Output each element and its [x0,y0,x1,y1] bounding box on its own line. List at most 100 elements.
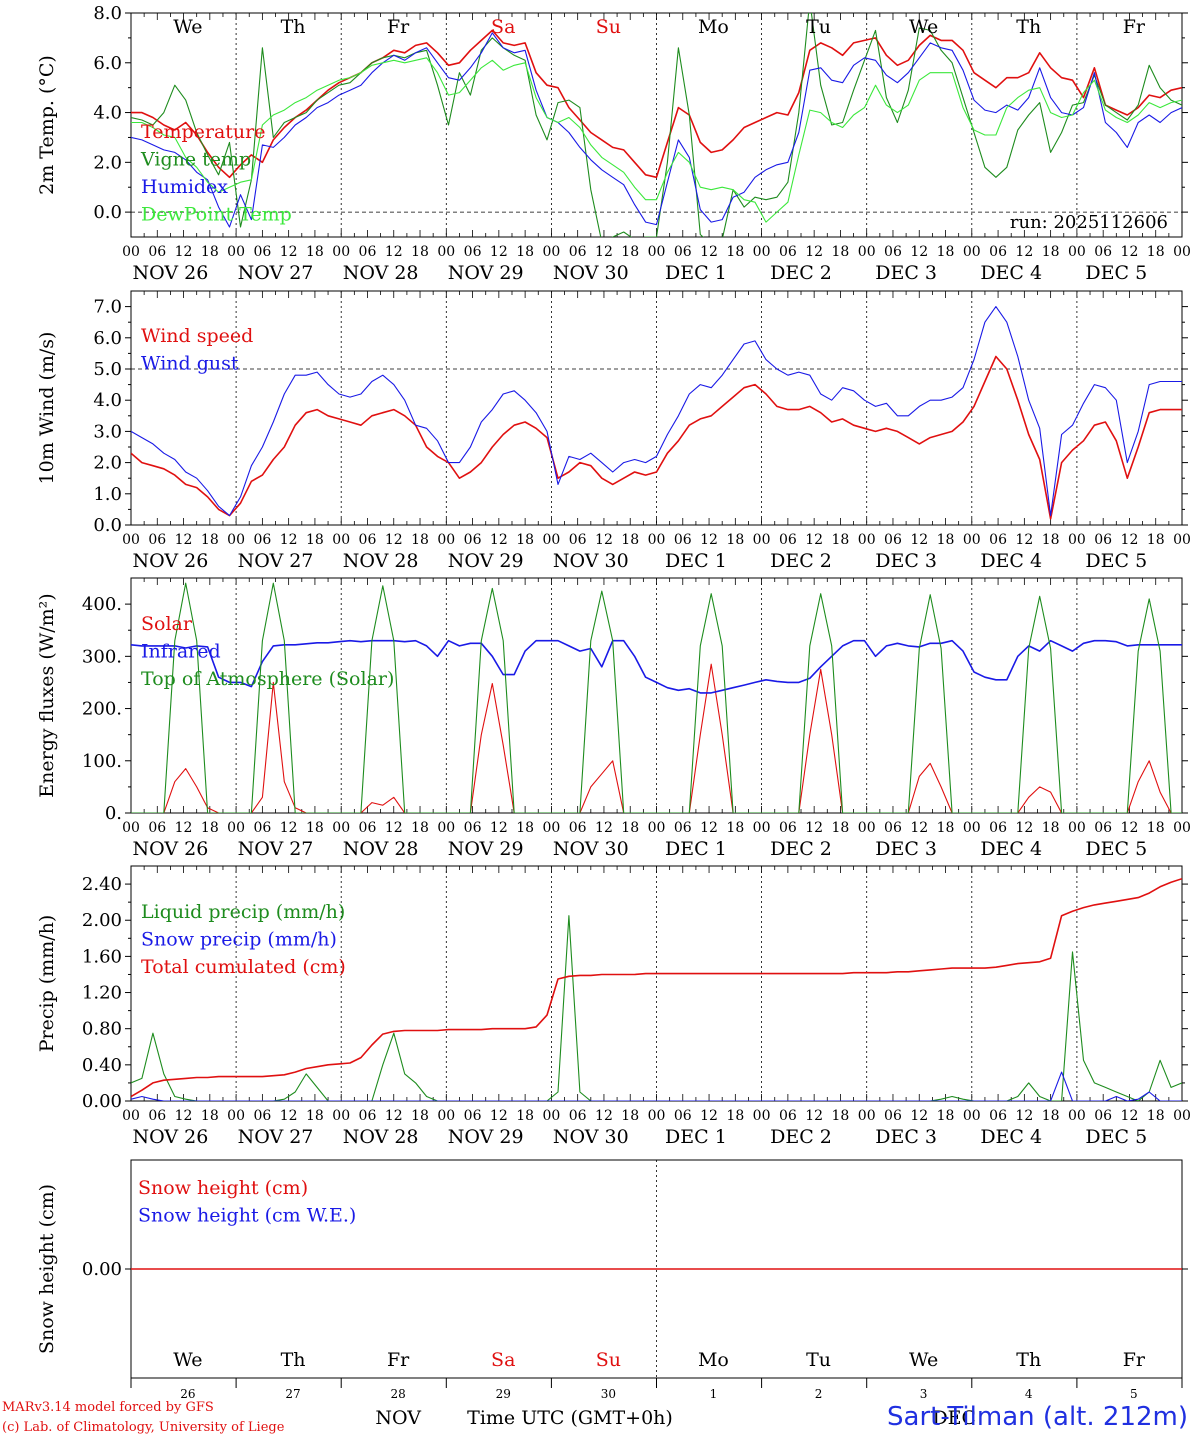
hour-tick-label: 06 [779,532,797,548]
hour-tick-label: 12 [385,244,403,260]
y-tick-label: 2.0 [93,152,122,173]
panel-2: 7.0 6.0 5.0 4.0 3.0 2.0 1.0 0.0 10m Wind (m/s) Wi… [36,290,1191,572]
hour-tick-label: 00 [963,1108,981,1124]
hour-tick-label: 18 [621,820,639,836]
y-tick-label: 1.0 [93,484,122,505]
hour-tick-label: 06 [1094,244,1112,260]
series-line-temperature [131,29,1182,179]
date-label: NOV 27 [238,1126,314,1148]
date-label: DEC 4 [980,550,1042,572]
y-tick-label: 1.20 [82,983,122,1004]
date-label: NOV 26 [133,1126,209,1148]
hour-tick-label: 12 [700,532,718,548]
hour-tick-label: 18 [306,244,324,260]
date-label: DEC 1 [665,262,727,284]
hour-tick-label: 18 [516,1108,534,1124]
hour-tick-label: 18 [937,532,955,548]
hour-tick-label: 18 [201,820,219,836]
panel-1: 8.0 6.0 4.0 2.0 0.0 2m Temp. (°C) Temperature V… [36,3,1191,284]
series-line-wind-gust [131,306,1182,517]
hour-tick-label: 06 [569,820,587,836]
y-axis-label: Snow height (cm) [36,1184,58,1354]
hour-tick-label: 06 [569,244,587,260]
legend-entry: Infrared [141,641,221,663]
hour-tick-label: 12 [595,820,613,836]
hour-tick-label: 18 [726,1108,744,1124]
date-label: NOV 28 [343,262,419,284]
hour-tick-label: 06 [989,1108,1007,1124]
date-label: DEC 3 [875,838,937,860]
date-label: DEC 4 [980,838,1042,860]
y-tick-label: 0. [105,803,122,824]
hour-tick-label: 12 [910,532,928,548]
hour-tick-label: 12 [700,1108,718,1124]
date-label: NOV 29 [448,262,524,284]
hour-tick-label: 00 [1068,244,1086,260]
hour-tick-label: 12 [1015,820,1033,836]
hour-tick-label: 06 [464,820,482,836]
hour-tick-label: 18 [306,1108,324,1124]
hour-tick-label: 12 [805,1108,823,1124]
hour-tick-label: 00 [122,1108,140,1124]
day-number-label: 27 [285,1387,300,1401]
hour-tick-label: 12 [385,820,403,836]
hour-tick-label: 00 [437,1108,455,1124]
hour-tick-label: 06 [359,532,377,548]
date-label: DEC 4 [980,1126,1042,1148]
hour-tick-label: 06 [148,244,166,260]
hour-tick-label: 06 [1094,820,1112,836]
x-axis-label: Time UTC (GMT+0h) [467,1407,673,1429]
hour-tick-label: 00 [963,244,981,260]
hour-tick-label: 12 [700,820,718,836]
weekday-label: Su [596,16,621,38]
hour-tick-label: 06 [569,1108,587,1124]
date-label: DEC 5 [1085,1126,1147,1148]
day-number-label: 5 [1130,1387,1138,1401]
lab-credit: (c) Lab. of Climatology, University of L… [2,1420,285,1435]
y-tick-label: 300. [82,646,122,667]
hour-tick-label: 00 [858,1108,876,1124]
hour-tick-label: 12 [175,532,193,548]
hour-tick-label: 06 [989,820,1007,836]
date-label: NOV 30 [553,838,629,860]
hour-tick-label: 12 [490,532,508,548]
hour-tick-label: 00 [648,820,666,836]
hour-tick-label: 12 [805,532,823,548]
hour-tick-label: 00 [227,1108,245,1124]
y-axis-label: 2m Temp. (°C) [36,55,58,195]
hour-tick-label: 00 [227,244,245,260]
hour-tick-label: 00 [858,820,876,836]
hour-tick-label: 00 [1068,1108,1086,1124]
hour-tick-label: 18 [832,820,850,836]
legend-entry: Snow precip (mm/h) [141,929,337,951]
legend-entry: Wind speed [141,325,253,347]
date-label: DEC 2 [770,1126,832,1148]
weekday-label: Th [1016,16,1041,38]
hour-tick-label: 06 [464,1108,482,1124]
date-label: NOV 29 [448,1126,524,1148]
series-line-total-cumulated-cm- [131,877,1182,1098]
date-label: NOV 27 [238,550,314,572]
hour-tick-label: 00 [332,820,350,836]
legend-entry: Temperature [141,121,265,143]
legend-entry: Wind gust [141,353,239,375]
hour-tick-label: 06 [779,820,797,836]
hour-tick-label: 12 [595,532,613,548]
hour-tick-label: 18 [411,820,429,836]
hour-tick-label: 00 [542,532,560,548]
hour-tick-label: 12 [175,1108,193,1124]
hour-tick-label: 06 [253,1108,271,1124]
series-line-wind-speed [131,355,1182,520]
date-label: NOV 29 [448,550,524,572]
legend-entry: Snow height (cm W.E.) [138,1205,356,1227]
weekday-label: Th [281,16,306,38]
hour-tick-label: 12 [490,244,508,260]
y-tick-label: 3.0 [93,421,122,442]
hour-tick-label: 06 [148,532,166,548]
date-label: DEC 3 [875,262,937,284]
hour-tick-label: 18 [516,820,534,836]
hour-tick-label: 00 [753,1108,771,1124]
hour-tick-label: 12 [385,1108,403,1124]
hour-tick-label: 06 [989,244,1007,260]
y-tick-label: 6.0 [93,328,122,349]
